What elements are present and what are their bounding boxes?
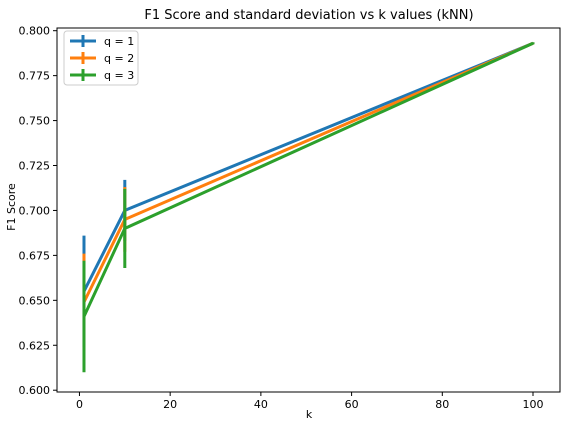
x-tick-label: 0 (76, 398, 83, 411)
y-axis-title: F1 Score (5, 183, 18, 231)
x-tick-label: 60 (345, 398, 359, 411)
x-tick-label: 20 (163, 398, 177, 411)
y-tick-label: 0.725 (19, 160, 51, 173)
y-tick-label: 0.625 (19, 339, 51, 352)
chart-title: F1 Score and standard deviation vs k val… (144, 8, 473, 23)
legend-label: q = 2 (104, 52, 134, 65)
y-tick-label: 0.775 (19, 70, 51, 83)
y-tick-label: 0.800 (19, 25, 51, 38)
legend-label: q = 3 (104, 69, 134, 82)
series-line-q3 (82, 41, 534, 318)
x-tick-label: 100 (523, 398, 544, 411)
legend: q = 1 q = 2 q = 3 (63, 30, 139, 86)
y-tick-label: 0.700 (19, 204, 51, 217)
series-line-q2 (82, 41, 534, 303)
x-tick-label: 80 (435, 398, 449, 411)
y-tick-label: 0.650 (19, 294, 51, 307)
plot-area: 0 20 40 60 80 100 0.600 0.625 0.650 0.675 0.700 0.7… (19, 25, 561, 411)
y-tick-label: 0.600 (19, 384, 51, 397)
legend-label: q = 1 (104, 35, 134, 48)
y-tick-label: 0.750 (19, 115, 51, 128)
x-tick-label: 40 (254, 398, 268, 411)
y-tick-label: 0.675 (19, 249, 51, 262)
x-axis-title: k (306, 408, 313, 421)
series-line-q1 (82, 41, 534, 293)
